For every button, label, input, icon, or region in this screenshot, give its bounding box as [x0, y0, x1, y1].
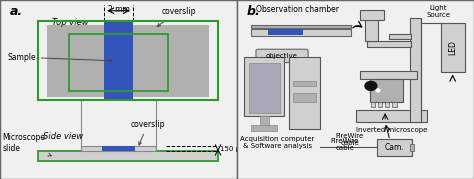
Bar — [360, 71, 417, 79]
Bar — [38, 21, 218, 100]
FancyBboxPatch shape — [377, 139, 412, 156]
Bar — [360, 10, 384, 20]
Bar — [292, 93, 316, 102]
Bar — [38, 151, 218, 161]
Text: b.: b. — [246, 5, 260, 18]
Text: Side view: Side view — [43, 132, 83, 141]
Bar — [102, 146, 135, 151]
Bar — [81, 146, 156, 151]
Circle shape — [376, 89, 380, 92]
Text: coverslip: coverslip — [157, 7, 196, 26]
Circle shape — [365, 81, 377, 90]
Text: Cam.: Cam. — [385, 143, 404, 152]
Bar — [47, 25, 209, 97]
Bar — [268, 29, 303, 35]
Text: FireWire
cable: FireWire cable — [336, 133, 364, 146]
Text: Inverted microscope: Inverted microscope — [356, 127, 427, 133]
Bar — [356, 110, 427, 122]
Text: objective: objective — [266, 53, 298, 59]
Bar — [385, 102, 390, 107]
Bar — [251, 125, 277, 131]
Bar — [410, 18, 421, 122]
Text: Microscope
slide: Microscope slide — [2, 134, 51, 156]
Bar — [251, 25, 351, 28]
Bar — [392, 102, 396, 107]
Text: 2 mm: 2 mm — [108, 5, 129, 14]
Bar — [104, 21, 133, 100]
Text: FireWire
cable: FireWire cable — [331, 138, 359, 151]
Bar — [371, 102, 375, 107]
Text: 150 μm: 150 μm — [220, 146, 247, 152]
FancyBboxPatch shape — [256, 49, 308, 63]
Bar — [259, 116, 269, 125]
Text: LED: LED — [448, 40, 457, 55]
Bar — [69, 34, 168, 91]
Text: Acquisition computer
& Software analysis: Acquisition computer & Software analysis — [240, 136, 314, 149]
Bar — [289, 57, 320, 129]
Text: a.: a. — [9, 5, 23, 18]
Bar — [441, 23, 465, 72]
Bar — [292, 81, 316, 86]
Bar — [249, 63, 280, 113]
Bar — [389, 34, 411, 39]
Bar — [410, 144, 413, 151]
Text: Top view: Top view — [52, 18, 89, 27]
Bar — [367, 41, 411, 47]
Bar — [378, 102, 382, 107]
Text: Light
Source: Light Source — [427, 5, 450, 18]
Text: coverslip: coverslip — [130, 120, 165, 145]
Bar — [370, 79, 403, 102]
Text: Observation chamber: Observation chamber — [256, 5, 339, 14]
Bar — [244, 57, 284, 116]
Text: Sample: Sample — [7, 53, 112, 62]
Bar — [251, 29, 351, 36]
Bar — [365, 16, 378, 41]
